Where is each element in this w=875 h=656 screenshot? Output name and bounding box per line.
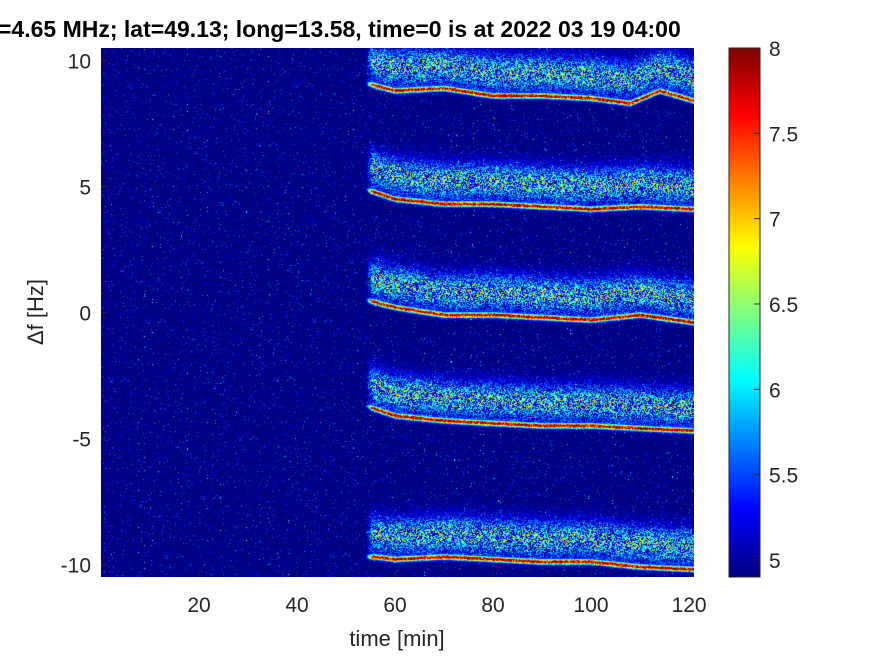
x-tick-label: 20: [187, 594, 210, 617]
colorbar-tick-label: 7: [769, 209, 781, 232]
plot-area: 20 40 60 80 100 120 -10 -5 0 5 10: [61, 48, 707, 617]
colorbar: 5 5.5 6 6.5 7 7.5 8: [728, 38, 798, 578]
x-tick-label: 120: [672, 594, 707, 617]
x-tick-label: 100: [574, 594, 609, 617]
y-tick-label: -5: [72, 428, 91, 451]
colorbar-ticks: 5 5.5 6 6.5 7 7.5 8: [754, 38, 798, 573]
spectrogram-heatmap: [101, 48, 694, 577]
x-tick-label: 40: [285, 594, 308, 617]
chart-title: =4.65 MHz; lat=49.13; long=13.58, time=0…: [0, 16, 681, 42]
colorbar-tick-label: 8: [769, 38, 781, 61]
colorbar-tick-label: 7.5: [769, 123, 798, 146]
y-axis-label: Δf [Hz]: [23, 279, 48, 345]
y-tick-label: -10: [61, 554, 91, 577]
x-axis-ticks: 20 40 60 80 100 120: [187, 571, 707, 617]
y-tick-label: 0: [79, 303, 91, 326]
colorbar-frame: [728, 47, 761, 578]
y-tick-label: 5: [79, 177, 91, 200]
x-tick-label: 80: [481, 594, 504, 617]
colorbar-tick-label: 6.5: [769, 294, 798, 317]
y-tick-label: 10: [68, 51, 91, 74]
colorbar-tick-label: 5.5: [769, 465, 798, 488]
x-tick-label: 60: [383, 594, 406, 617]
colorbar-tick-label: 5: [769, 550, 781, 573]
y-axis-ticks: -10 -5 0 5 10: [61, 51, 107, 577]
x-axis-label: time [min]: [349, 626, 444, 651]
colorbar-gradient: [729, 48, 760, 577]
colorbar-tick-label: 6: [769, 379, 781, 402]
